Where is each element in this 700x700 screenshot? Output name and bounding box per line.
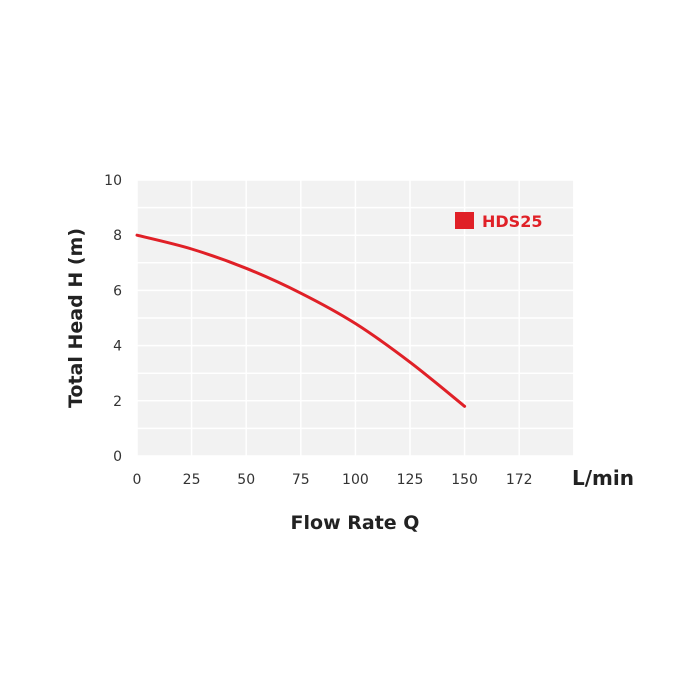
y-tick-label: 8 [113,228,122,244]
series-line-hds25 [135,233,467,408]
x-axis-ticks: 0 25 50 75 100 125 150 172 [133,472,533,488]
x-tick-label: 25 [183,472,201,488]
x-tick-label: 0 [133,472,142,488]
x-tick-label: 125 [397,472,424,488]
y-axis-title: Total Head H (m) [65,228,87,408]
y-axis-ticks: 0 2 4 6 8 10 [104,173,122,465]
x-tick-label: 172 [506,472,533,488]
legend: HDS25 [455,212,542,231]
y-tick-label: 10 [104,173,122,189]
x-tick-label: 150 [451,472,478,488]
x-tick-label: 100 [342,472,369,488]
x-axis-title: Flow Rate Q [291,512,420,534]
y-tick-label: 2 [113,394,122,410]
legend-swatch-hds25 [455,212,474,229]
x-tick-label: 75 [292,472,310,488]
x-axis-unit: L/min [572,466,634,490]
gridlines [136,179,575,457]
y-tick-label: 0 [113,449,122,465]
x-tick-label: 50 [237,472,255,488]
y-tick-label: 6 [113,283,122,299]
legend-label-hds25: HDS25 [482,212,542,231]
y-tick-label: 4 [113,339,122,355]
